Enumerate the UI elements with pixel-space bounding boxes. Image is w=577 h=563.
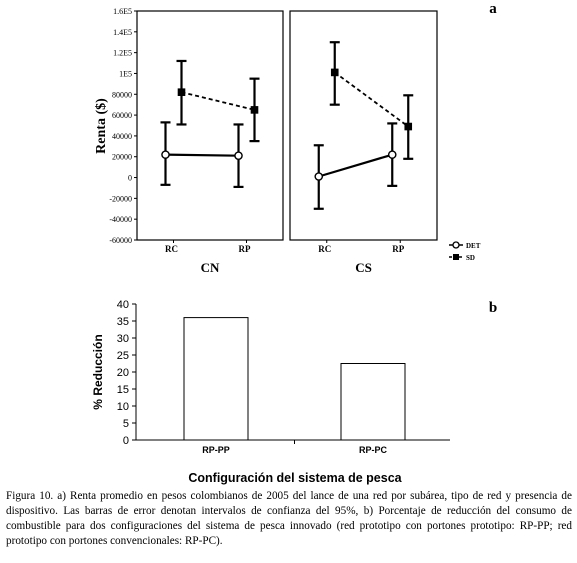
chart-b-y-tick-label: 10 xyxy=(117,401,129,413)
point-SD-CN-RC xyxy=(177,88,186,96)
bar-RP-PC xyxy=(340,363,406,441)
panel-b-letter: b xyxy=(489,300,497,316)
point-DET-CS-RP xyxy=(387,150,397,159)
x-tick-label-RP: RP xyxy=(239,244,251,254)
chart-b-y-tick-label: 20 xyxy=(117,367,129,379)
series-line-DET-CS xyxy=(318,153,393,178)
point-SD-CS-RC xyxy=(330,68,339,77)
series-line-SD-CS xyxy=(334,71,409,128)
chart-b-x-tick-label-RP-PC: RP-PC xyxy=(359,445,388,455)
chart-a-y-tick-label: 40000 xyxy=(112,132,132,141)
chart-b-y-tick-label: 35 xyxy=(117,316,129,328)
chart-a-y-axis-label: Renta ($) xyxy=(94,98,109,154)
bar-RP-PP xyxy=(183,317,249,441)
panel-frame-CS xyxy=(289,10,438,241)
chart-b-y-tick-label: 30 xyxy=(117,333,129,345)
chart-b-x-axis-label: Configuración del sistema de pesca xyxy=(188,471,402,485)
chart-a-y-tick-label: -40000 xyxy=(109,215,132,224)
point-DET-CN-RP xyxy=(234,151,243,160)
panel-frame-CN xyxy=(136,10,284,241)
series-line-SD-CN xyxy=(181,91,255,111)
chart-a-y-tick-label: 20000 xyxy=(112,153,132,162)
chart-b-x-tick-label-RP-PP: RP-PP xyxy=(202,445,230,455)
legend-marker-DET xyxy=(452,241,460,249)
chart-b-y-tick-label: 5 xyxy=(123,418,129,430)
figure: a Renta ($) -60000 -40000 -20000 0 20000 40000 6… xyxy=(91,1,497,485)
chart-a-y-tick-label: 1.6E5 xyxy=(113,7,132,16)
chart-a-y-tick-label: 60000 xyxy=(112,111,132,120)
x-tick-label-RP: RP xyxy=(392,244,404,254)
chart-a-y-tick-label: -60000 xyxy=(109,236,132,245)
figure-caption: Figura 10. a) Renta promedio en pesos co… xyxy=(6,490,572,547)
chart-b-y-tick-label: 25 xyxy=(117,350,129,362)
chart-b-y-axis-label: % Reducción xyxy=(91,334,105,409)
legend-marker-SD xyxy=(453,254,459,260)
chart-a-y-tick-label: 1.4E5 xyxy=(113,28,132,37)
panel-title-CS: CS xyxy=(355,260,372,275)
point-SD-CS-RP xyxy=(404,122,413,131)
panel-a-letter: a xyxy=(489,1,497,17)
series-line-DET-CN xyxy=(165,153,239,157)
chart-b-y-tick-label: 0 xyxy=(123,435,129,447)
chart-a-y-tick-label: 1E5 xyxy=(119,69,132,78)
point-DET-CN-RC xyxy=(161,150,170,159)
point-DET-CS-RC xyxy=(314,172,324,181)
chart-a-y-tick-label: 0 xyxy=(128,174,132,183)
panel-title-CN: CN xyxy=(201,260,220,275)
chart-b-y-tick-label: 15 xyxy=(117,384,129,396)
point-SD-CN-RP xyxy=(250,106,259,114)
x-tick-label-RC: RC xyxy=(318,244,331,254)
chart-a-y-tick-label: 1.2E5 xyxy=(113,49,132,58)
chart-a-y-tick-label: 80000 xyxy=(112,90,132,99)
chart-b-y-tick-label: 40 xyxy=(117,299,129,311)
legend-label-DET: DET xyxy=(466,242,481,250)
chart-a-y-tick-label: -20000 xyxy=(109,194,132,203)
x-tick-label-RC: RC xyxy=(165,244,178,254)
legend-label-SD: SD xyxy=(466,254,475,262)
